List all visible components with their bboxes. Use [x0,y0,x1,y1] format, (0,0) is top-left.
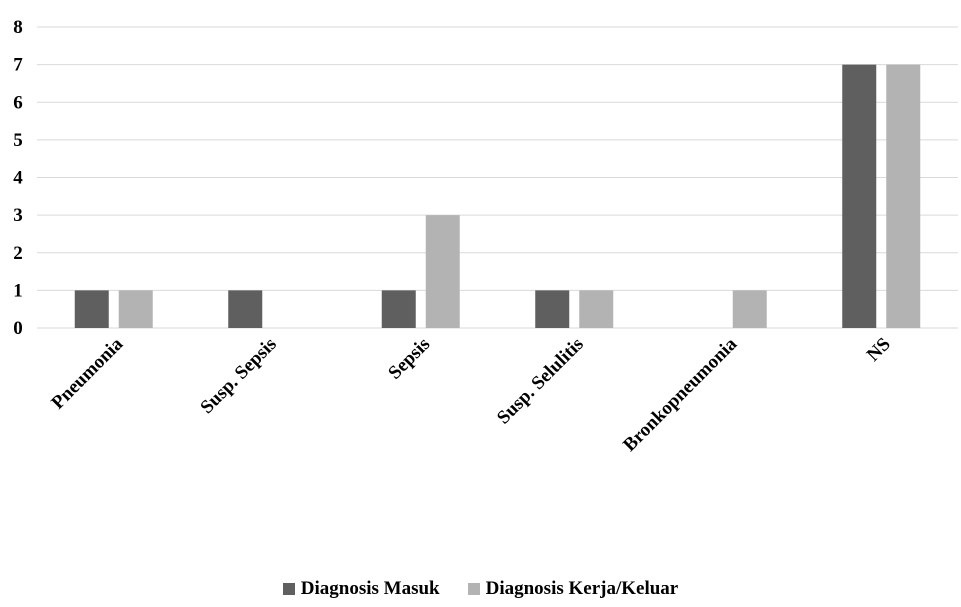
x-tick-label: Pneumonia [47,333,127,413]
x-tick-label: Bronkopneumonia [619,333,741,455]
y-tick-label: 2 [13,243,23,264]
bar-keluar-susp-selulitis [579,290,614,328]
y-tick-label: 8 [13,17,23,38]
gridlines [37,26,958,329]
bar-masuk-ns [842,64,877,328]
y-axis-tick-labels: 0 1 2 3 4 5 6 7 8 [13,17,23,339]
bar-masuk-sepsis [381,290,416,328]
legend-item-keluar: Diagnosis Kerja/Keluar [467,578,679,600]
y-tick-label: 5 [13,130,23,151]
x-tick-label: NS [863,334,895,366]
x-axis-tick-labels: Pneumonia Susp. Sepsis Sepsis Susp. Selulit… [47,333,894,455]
bar-keluar-ns [886,64,921,328]
y-tick-label: 6 [13,92,23,113]
legend-label-masuk: Diagnosis Masuk [300,578,440,599]
bar-keluar-bronkopneumonia [732,290,767,328]
legend: Diagnosis Masuk Diagnosis Kerja/Keluar [0,578,961,600]
legend-label-keluar: Diagnosis Kerja/Keluar [485,578,679,599]
legend-swatch-masuk [282,583,295,595]
y-tick-label: 3 [13,205,23,226]
legend-swatch-keluar [467,583,480,595]
y-tick-label: 4 [13,168,23,189]
x-tick-label: Susp. Selulitis [493,334,588,429]
bar-masuk-pneumonia [74,290,109,328]
y-tick-label: 7 [13,55,23,76]
y-tick-label: 0 [13,318,23,339]
bar-keluar-sepsis [425,215,460,328]
bar-keluar-pneumonia [118,290,153,328]
x-tick-label: Sepsis [384,334,434,384]
y-tick-label: 1 [13,280,23,301]
bar-masuk-susp-selulitis [535,290,570,328]
bar-masuk-susp-sepsis [228,290,263,328]
bars [74,64,921,328]
legend-item-masuk: Diagnosis Masuk [282,578,440,600]
x-tick-label: Susp. Sepsis [196,334,280,418]
